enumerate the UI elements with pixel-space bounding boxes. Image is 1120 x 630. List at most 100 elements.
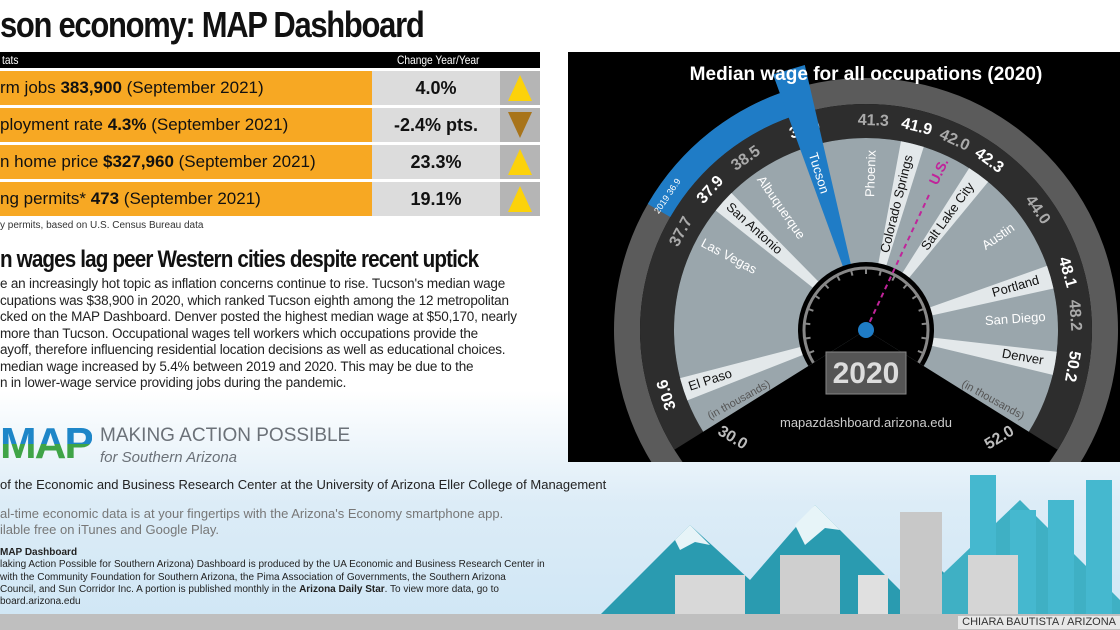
- stat-value: 4.3%: [107, 115, 147, 134]
- needle-pivot: [858, 322, 874, 338]
- min-label: 30.0: [715, 423, 751, 454]
- article-line: more than Tucson. Occupational wages tel…: [0, 325, 478, 341]
- stat-value: $327,960: [103, 152, 174, 171]
- tick-mark: [921, 336, 929, 340]
- tick-mark: [902, 282, 909, 290]
- city-value: 50.2: [1061, 350, 1083, 384]
- tick-mark: [803, 322, 811, 326]
- city-strip: [901, 168, 989, 280]
- stats-header-label: tats: [2, 53, 19, 67]
- stat-change: 4.0%: [372, 71, 500, 105]
- article-line: n in lower-wage service providing jobs d…: [0, 375, 347, 390]
- arrow-up-icon: [508, 149, 532, 175]
- snowcap-shape: [675, 525, 710, 550]
- stats-table: tats Change Year/Year rm jobs 383,900 (S…: [0, 52, 540, 216]
- about-line: Council, and Sun Corridor Inc. A portion…: [0, 583, 499, 595]
- change-header-label: Change Year/Year: [397, 53, 480, 67]
- photo-credit: CHIARA BAUTISTA / ARIZONA: [958, 616, 1120, 629]
- stat-row: ng permits* 473 (September 2021) 19.1%: [0, 182, 540, 216]
- about-line: board.arizona.edu: [0, 596, 81, 608]
- tick-mark: [803, 336, 811, 340]
- city-strip: [930, 337, 1057, 375]
- arrow-down-icon: [508, 112, 532, 138]
- article-body: e an increasingly hot topic as inflation…: [0, 276, 560, 392]
- stat-change: 19.1%: [372, 182, 500, 216]
- stat-row: rm jobs 383,900 (September 2021) 4.0%: [0, 71, 540, 105]
- tick-mark: [891, 273, 897, 282]
- tick-mark: [878, 268, 883, 276]
- tick-mark: [911, 293, 919, 300]
- app-line: al-time economic data is at your fingert…: [0, 506, 504, 521]
- tick-mark: [849, 268, 854, 276]
- stat-change: 23.3%: [372, 145, 500, 179]
- bottom-bar: [0, 614, 1120, 630]
- arrow-up-icon: [508, 75, 532, 101]
- stat-row: n home price $327,960 (September 2021) 2…: [0, 145, 540, 179]
- chart-title: Median wage for all occupations (2020): [690, 64, 1043, 85]
- page-title: son economy: MAP Dashboard: [0, 4, 425, 45]
- building: [900, 512, 942, 615]
- tick-mark: [813, 293, 821, 300]
- app-promo: al-time economic data is at your fingert…: [0, 506, 503, 538]
- building: [780, 555, 840, 615]
- tucson-2019-arc: [647, 89, 800, 217]
- tick-mark: [918, 307, 926, 312]
- stat-label: ployment rate 4.3% (September 2021): [0, 108, 372, 142]
- city-strip: [680, 346, 805, 401]
- year-box: [825, 351, 907, 395]
- city-strip: [878, 141, 924, 268]
- us-reference-line: [865, 193, 931, 331]
- building: [675, 575, 745, 615]
- tick-mark: [823, 282, 830, 290]
- trend-arrow: [500, 182, 540, 216]
- arrow-up-icon: [508, 186, 532, 212]
- about-line: with the Community Foundation for Southe…: [0, 571, 506, 583]
- footnote: y permits, based on U.S. Census Bureau d…: [0, 220, 204, 231]
- year-label: 2020: [833, 357, 900, 390]
- app-line: ilable free on iTunes and Google Play.: [0, 522, 219, 537]
- stat-value: 383,900: [60, 78, 122, 97]
- city-value: 48.2: [1065, 299, 1084, 331]
- city-strip: [715, 193, 820, 289]
- article-headline: n wages lag peer Western cities despite …: [0, 246, 479, 273]
- city-label: San Diego: [984, 309, 1046, 328]
- stat-value: 473: [90, 189, 120, 208]
- gauge-hub: [798, 262, 934, 367]
- trend-arrow: [500, 145, 540, 179]
- about-text: MAP Dashboard laking Action Possible for…: [0, 547, 590, 608]
- article-line: ayoff, therefore influencing residential…: [0, 342, 506, 357]
- stats-header: tats Change Year/Year: [0, 52, 540, 68]
- source-url: mapazdashboard.arizona.edu: [780, 415, 952, 430]
- snowcap-shape: [795, 505, 840, 545]
- tick-mark: [835, 273, 841, 282]
- stat-label: n home price $327,960 (September 2021): [0, 145, 372, 179]
- city-strip: [928, 265, 1054, 316]
- tick-mark: [806, 307, 814, 312]
- city-label: Phoenix: [862, 149, 879, 197]
- stat-label: rm jobs 383,900 (September 2021): [0, 71, 372, 105]
- trend-arrow: [500, 108, 540, 142]
- trend-arrow: [500, 71, 540, 105]
- article-line: cupations was $38,900 in 2020, which ran…: [0, 292, 509, 308]
- article-line: cked on the MAP Dashboard. Denver posted…: [0, 309, 517, 324]
- producer-line: of the Economic and Business Research Ce…: [0, 477, 607, 492]
- bar-building: [1086, 480, 1112, 615]
- tucson-needle: [772, 64, 866, 330]
- building: [968, 555, 1018, 615]
- stat-change: -2.4% pts.: [372, 108, 500, 142]
- logo-name: MAKING ACTION POSSIBLE: [100, 425, 351, 446]
- building: [858, 575, 888, 615]
- about-heading: MAP Dashboard: [0, 547, 78, 558]
- publication-name: Arizona Daily Star: [299, 583, 385, 595]
- city-value: 41.3: [857, 112, 889, 130]
- bar-building: [1048, 500, 1074, 615]
- article-line: e an increasingly hot topic as inflation…: [0, 276, 506, 291]
- value-ring: [640, 103, 1092, 450]
- tick-mark: [807, 350, 815, 355]
- tick-mark: [921, 322, 929, 326]
- max-label: 52.0: [982, 423, 1018, 454]
- map-logo: MAP: [0, 419, 94, 468]
- article-line: median wage increased by 5.4% between 20…: [0, 358, 474, 374]
- tick-mark: [917, 350, 925, 355]
